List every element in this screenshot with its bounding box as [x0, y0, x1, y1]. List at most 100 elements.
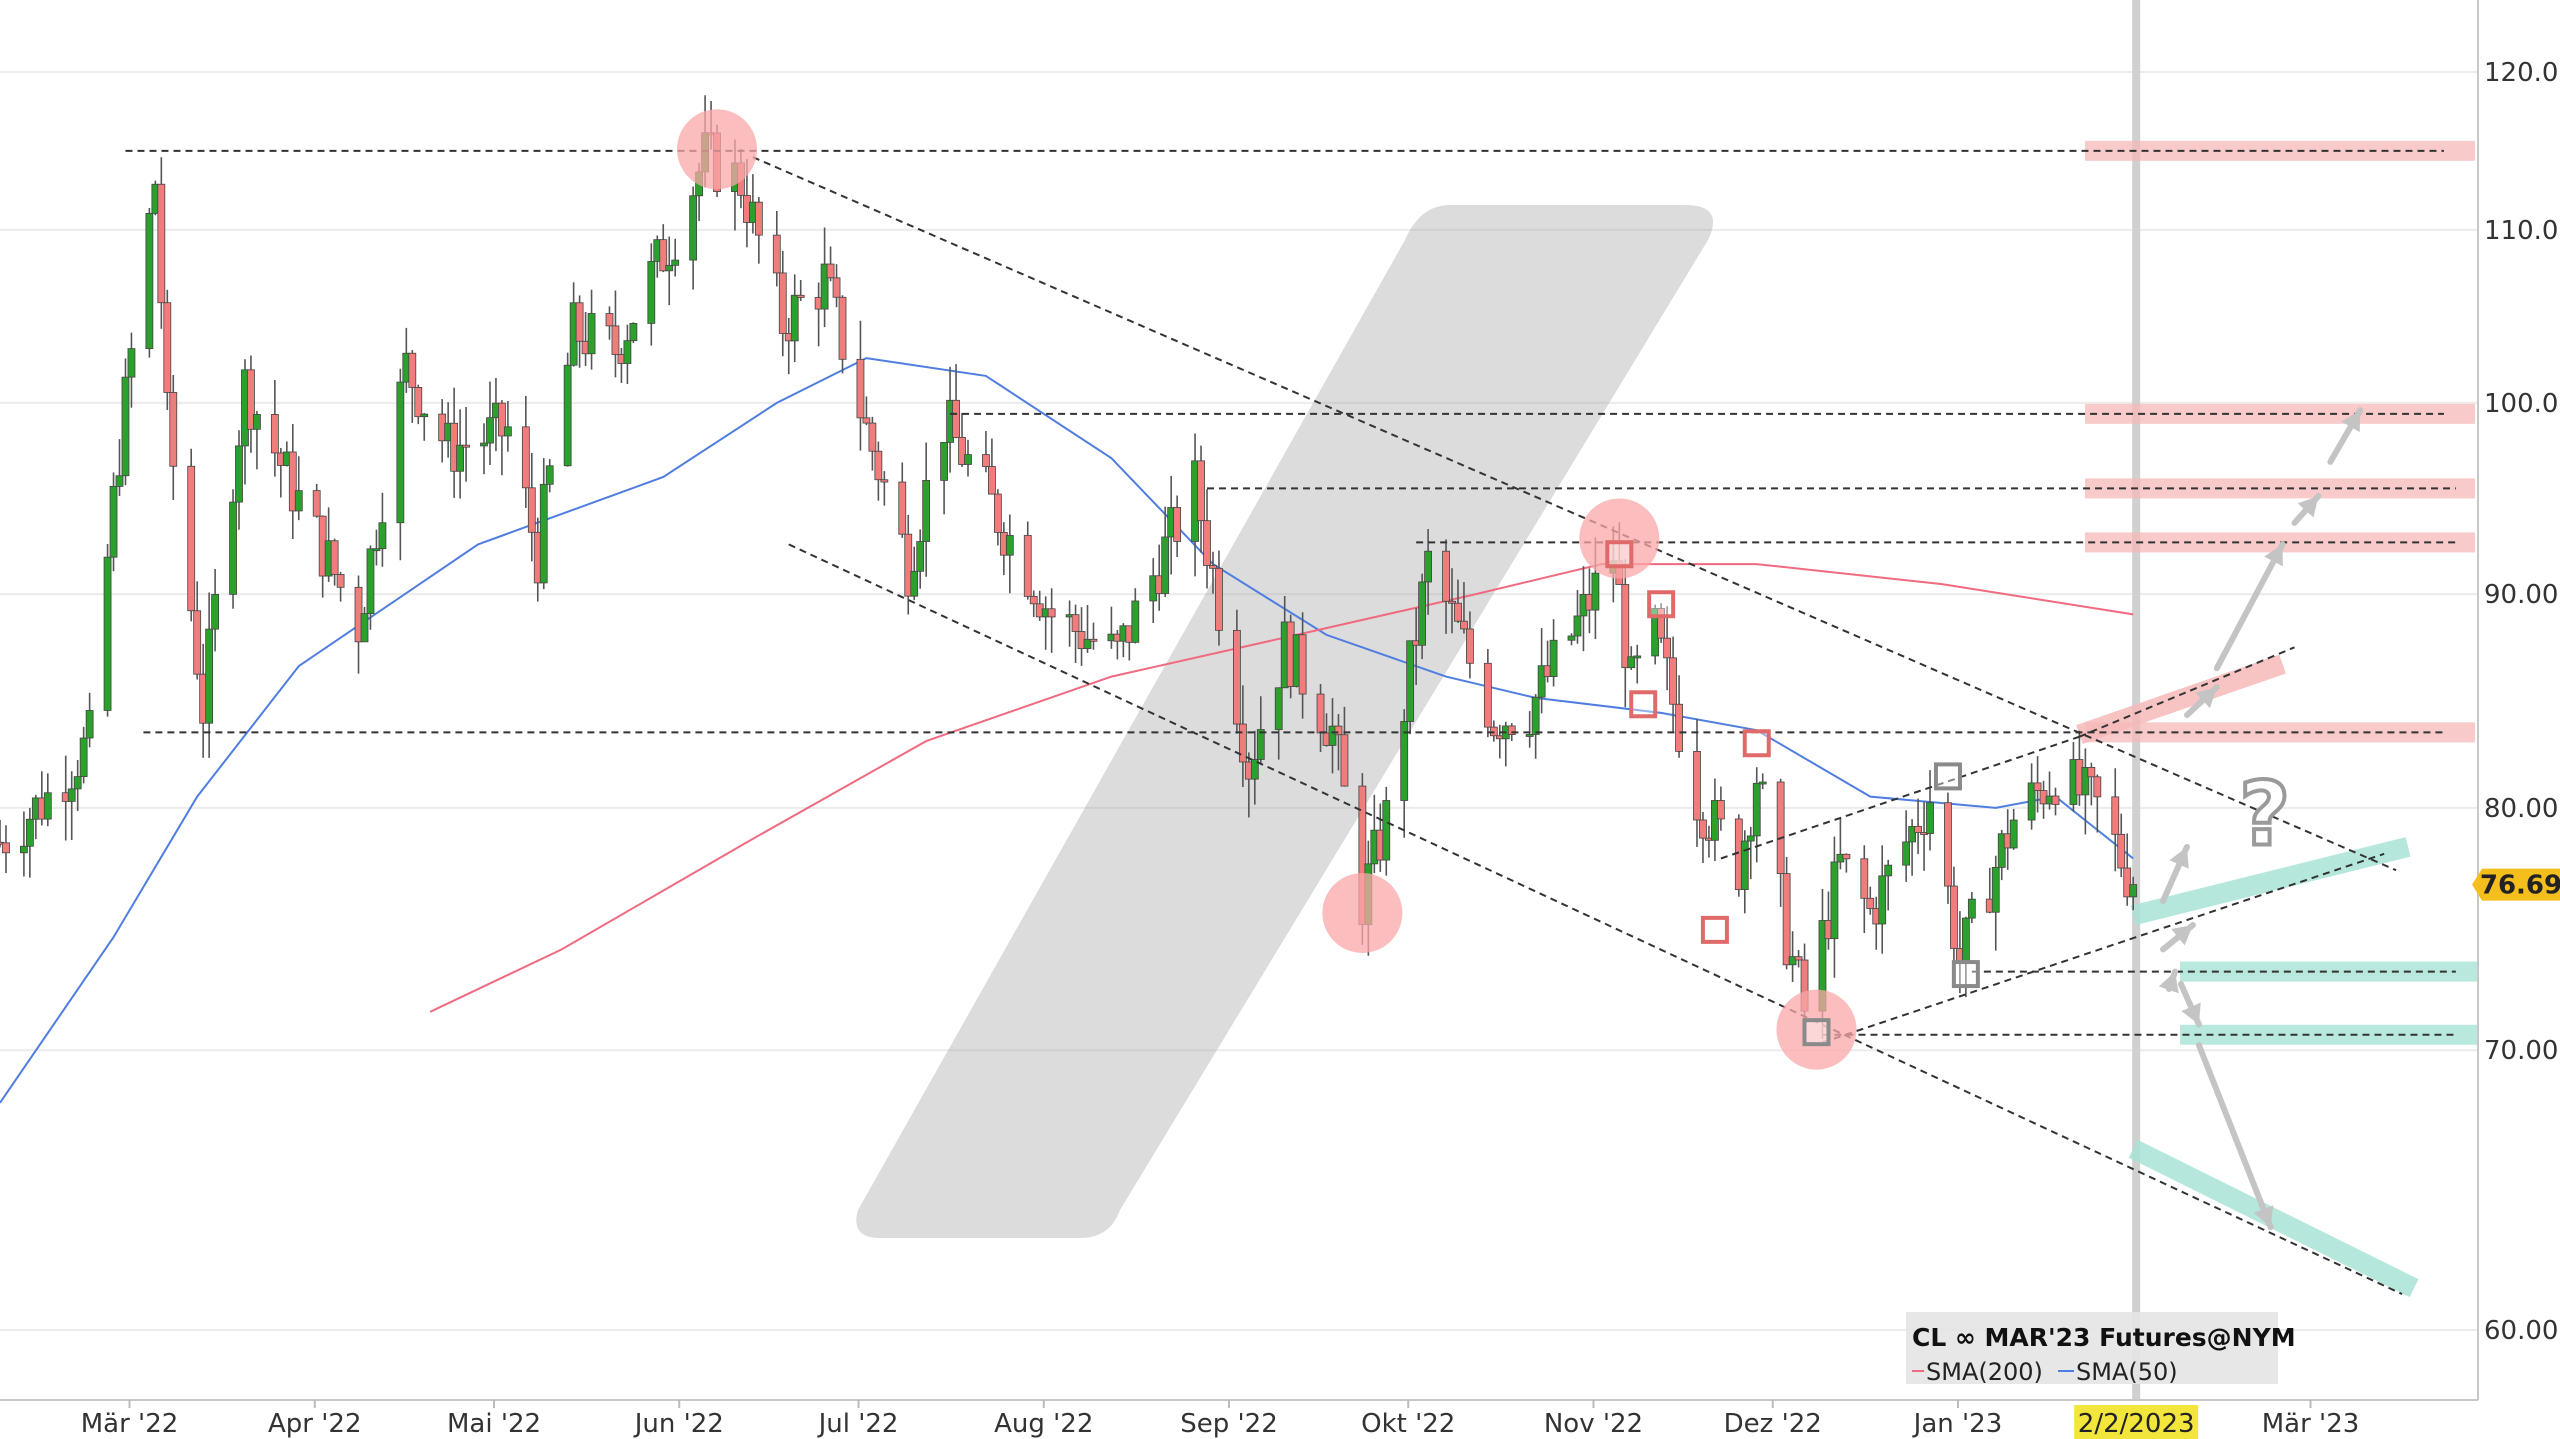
- candle: [20, 811, 28, 877]
- candle-body: [25, 818, 34, 847]
- candle: [623, 324, 632, 384]
- candle: [396, 368, 405, 561]
- candle-body: [1298, 634, 1307, 695]
- candle-body: [659, 239, 668, 272]
- pivot-square: [1647, 590, 1676, 619]
- candle-body: [1531, 696, 1540, 735]
- candle-body: [820, 263, 829, 310]
- candle: [504, 400, 512, 452]
- x-tick-label: Jun '22: [633, 1409, 724, 1439]
- candle: [563, 352, 572, 467]
- candle-body: [1663, 637, 1672, 659]
- candle: [1454, 579, 1462, 623]
- x-tick-label: Jul '22: [817, 1409, 899, 1439]
- candle-body: [456, 444, 464, 472]
- scenario-arrow: [2291, 492, 2322, 526]
- candle: [1448, 568, 1456, 634]
- candle-body: [79, 737, 88, 778]
- arrow-head: [2341, 410, 2361, 433]
- candle: [486, 381, 494, 465]
- x-tick-label: Mär '22: [81, 1409, 179, 1439]
- candle-body: [982, 454, 990, 467]
- trendline: [788, 543, 2403, 1295]
- candle-body: [754, 201, 763, 236]
- candle: [498, 400, 506, 476]
- current-date-highlight: [2074, 1405, 2199, 1439]
- scenario-arrow: [2160, 922, 2196, 953]
- candle: [1238, 685, 1247, 788]
- resistance-zone: [2085, 532, 2475, 553]
- candle-body: [1089, 638, 1098, 642]
- candle-body: [1442, 550, 1450, 602]
- pivot-circle: [677, 109, 758, 190]
- candle: [778, 250, 787, 357]
- candle-body: [253, 414, 261, 430]
- candle-body: [1591, 572, 1600, 611]
- candle: [689, 186, 698, 290]
- candle: [205, 592, 214, 758]
- candle: [1005, 514, 1014, 594]
- pivot-square: [1629, 690, 1658, 719]
- pivot-square: [1802, 1018, 1831, 1047]
- candle: [1466, 611, 1474, 679]
- candle: [1621, 559, 1630, 708]
- candle: [1782, 856, 1791, 970]
- candle: [832, 264, 841, 308]
- candle: [671, 238, 680, 277]
- candle: [1173, 495, 1182, 557]
- candle-body: [940, 442, 948, 481]
- candle: [480, 423, 488, 475]
- candle: [1161, 506, 1170, 597]
- support-zone: [2180, 961, 2477, 982]
- candle: [2129, 876, 2138, 911]
- x-tick-label: Dez '22: [1724, 1409, 1822, 1439]
- candle: [1424, 529, 1432, 615]
- candle: [1997, 829, 2006, 881]
- candle-body: [1466, 628, 1474, 664]
- x-tick-label: Jan '23: [1912, 1409, 2003, 1439]
- candle: [826, 246, 835, 282]
- candle-body: [1047, 608, 1056, 618]
- pivot-square: [1605, 540, 1634, 569]
- candle: [1047, 588, 1056, 653]
- candle-body: [856, 358, 865, 419]
- candle: [647, 243, 656, 346]
- candle: [1400, 709, 1409, 838]
- candle: [157, 157, 166, 329]
- candle: [1215, 550, 1223, 646]
- candle-body: [1716, 800, 1725, 820]
- candle: [1914, 798, 1922, 855]
- candle: [193, 581, 202, 680]
- x-tick-label: Mai '22: [447, 1409, 541, 1439]
- x-tick-label: Mär '23: [2262, 1409, 2360, 1439]
- zones: [2076, 140, 2477, 1298]
- candle: [880, 471, 889, 506]
- candle-body: [1238, 723, 1247, 763]
- candle-body: [2033, 782, 2042, 791]
- candle: [539, 458, 548, 590]
- candle-body: [1693, 751, 1701, 821]
- candle-body: [1406, 640, 1415, 722]
- candle-body: [2081, 767, 2090, 796]
- candle: [372, 529, 381, 566]
- candle-body: [1448, 600, 1456, 604]
- candle: [1944, 792, 1952, 904]
- candle: [1758, 773, 1767, 790]
- support-zone-sloped: [2128, 1139, 2419, 1298]
- candle-body: [163, 302, 172, 393]
- candle-body: [1549, 639, 1558, 677]
- candle: [366, 545, 375, 630]
- candle-body: [910, 570, 919, 597]
- candle-body: [772, 234, 781, 274]
- x-tick-label: Sep '22: [1180, 1409, 1278, 1439]
- candle-body: [1914, 826, 1922, 833]
- candle-body: [1340, 734, 1349, 787]
- candle: [288, 423, 297, 539]
- legend-box: [1906, 1312, 2278, 1384]
- candle-body: [1627, 656, 1636, 669]
- candle: [1908, 819, 1916, 876]
- candle-body: [1842, 853, 1851, 860]
- candle-body: [952, 399, 960, 438]
- candle: [145, 207, 154, 358]
- candle-body: [193, 610, 202, 675]
